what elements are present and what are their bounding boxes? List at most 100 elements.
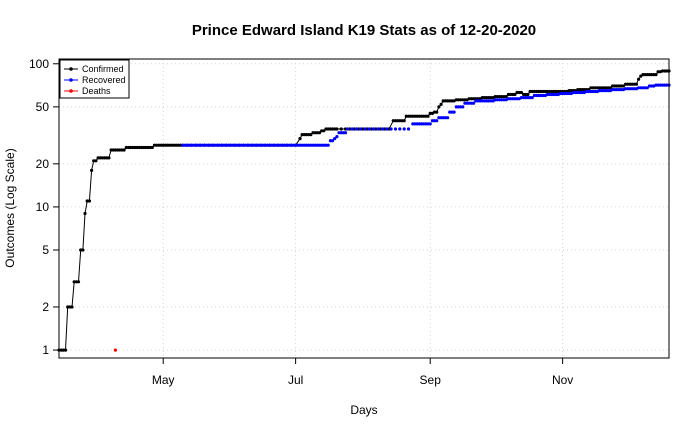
- data-point-recovered: [665, 83, 669, 87]
- data-point-confirmed: [109, 148, 113, 152]
- data-point-confirmed: [396, 119, 400, 123]
- data-point-confirmed: [443, 99, 447, 103]
- data-point-recovered: [296, 143, 300, 147]
- data-point-confirmed: [474, 97, 478, 101]
- data-point-recovered: [302, 143, 306, 147]
- data-point-recovered: [376, 127, 380, 131]
- legend-marker-recovered: [69, 78, 73, 82]
- data-point-confirmed: [487, 96, 491, 100]
- data-point-confirmed: [129, 145, 133, 150]
- data-point-recovered: [472, 101, 476, 105]
- data-point-confirmed: [98, 156, 102, 160]
- data-point-confirmed: [645, 73, 649, 77]
- data-point-recovered: [354, 127, 358, 131]
- data-point-recovered: [478, 99, 482, 103]
- series-layer: [57, 69, 671, 352]
- data-point-confirmed: [504, 95, 508, 99]
- data-point-confirmed: [437, 105, 441, 109]
- data-point-recovered: [367, 127, 371, 131]
- data-point-recovered: [241, 143, 246, 147]
- data-point-recovered: [493, 98, 497, 102]
- data-point-confirmed: [597, 86, 602, 90]
- data-point-recovered: [441, 116, 445, 120]
- data-point-recovered: [324, 143, 328, 147]
- data-point-confirmed: [548, 89, 552, 94]
- x-tick-label: May: [152, 373, 175, 387]
- data-point-confirmed: [398, 119, 402, 123]
- data-point-confirmed: [100, 156, 104, 160]
- data-point-confirmed: [146, 145, 150, 150]
- data-point-recovered: [619, 88, 623, 92]
- data-point-confirmed: [448, 99, 452, 103]
- series-deaths: [113, 348, 117, 352]
- data-point-confirmed: [513, 92, 517, 97]
- data-point-confirmed: [411, 114, 415, 118]
- data-point-recovered: [426, 122, 430, 126]
- data-point-confirmed: [650, 73, 654, 77]
- data-point-confirmed: [532, 89, 537, 94]
- data-point-recovered: [207, 143, 211, 147]
- data-point-recovered: [270, 143, 274, 147]
- data-point-confirmed: [335, 127, 339, 131]
- data-point-confirmed: [311, 131, 315, 135]
- legend-label-deaths: Deaths: [82, 86, 111, 96]
- data-point-recovered: [576, 90, 580, 95]
- data-point-recovered: [452, 110, 456, 114]
- legend-label-recovered: Recovered: [82, 75, 126, 85]
- data-point-confirmed: [137, 145, 141, 150]
- data-point-confirmed: [472, 97, 476, 101]
- gridlines: [59, 59, 669, 358]
- data-point-recovered: [281, 143, 285, 147]
- data-point-confirmed: [530, 89, 534, 94]
- data-point-confirmed: [139, 145, 144, 150]
- data-point-recovered: [446, 116, 450, 120]
- data-point-confirmed: [435, 110, 439, 114]
- data-point-confirmed: [524, 92, 528, 97]
- data-point-confirmed: [554, 89, 558, 94]
- data-point-recovered: [309, 143, 313, 147]
- data-point-recovered: [406, 127, 411, 131]
- data-point-confirmed: [508, 92, 513, 97]
- data-point-recovered: [482, 99, 487, 103]
- data-point-confirmed: [322, 129, 326, 133]
- data-point-recovered: [287, 143, 291, 147]
- data-point-recovered: [650, 84, 654, 88]
- data-point-confirmed: [535, 89, 539, 94]
- data-point-recovered: [300, 143, 304, 147]
- data-point-recovered: [389, 127, 393, 131]
- data-point-recovered: [463, 101, 467, 105]
- data-point-recovered: [350, 127, 354, 131]
- data-point-recovered: [508, 97, 513, 101]
- data-point-recovered: [315, 143, 319, 147]
- data-point-confirmed: [500, 95, 504, 99]
- data-point-confirmed: [428, 111, 432, 115]
- data-point-recovered: [198, 143, 202, 147]
- data-point-recovered: [526, 96, 530, 100]
- data-point-confirmed: [330, 127, 335, 131]
- data-point-recovered: [220, 143, 224, 147]
- data-point-confirmed: [92, 159, 96, 163]
- data-point-recovered: [502, 98, 506, 102]
- data-point-recovered: [459, 105, 463, 109]
- data-point-confirmed: [70, 305, 74, 309]
- data-point-confirmed: [302, 133, 306, 137]
- data-point-recovered: [461, 105, 465, 109]
- data-point-recovered: [600, 89, 604, 93]
- data-point-confirmed: [511, 92, 515, 97]
- data-point-confirmed: [519, 90, 524, 95]
- data-point-recovered: [333, 137, 337, 141]
- data-point-confirmed: [152, 143, 157, 147]
- data-point-recovered: [346, 127, 350, 131]
- data-point-recovered: [311, 143, 315, 147]
- data-point-confirmed: [348, 127, 352, 131]
- data-point-confirmed: [361, 127, 365, 131]
- data-point-recovered: [294, 143, 298, 147]
- data-point-recovered: [196, 143, 200, 147]
- data-point-confirmed: [643, 73, 647, 77]
- data-point-confirmed: [582, 88, 586, 92]
- data-point-confirmed: [339, 127, 343, 131]
- data-point-recovered: [630, 87, 634, 91]
- data-point-confirmed: [630, 82, 634, 86]
- data-point-recovered: [597, 89, 602, 93]
- data-point-confirmed: [576, 88, 580, 92]
